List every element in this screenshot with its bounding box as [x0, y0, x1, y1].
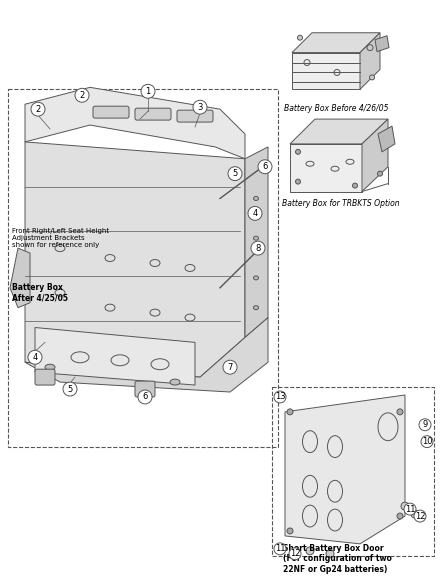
Circle shape [287, 409, 293, 415]
Text: 11: 11 [405, 505, 415, 514]
Circle shape [287, 528, 293, 534]
Polygon shape [290, 144, 362, 192]
Ellipse shape [45, 364, 55, 370]
Text: 2: 2 [35, 105, 40, 114]
Circle shape [223, 360, 237, 374]
Circle shape [75, 88, 89, 102]
Text: 12: 12 [415, 512, 425, 521]
Circle shape [251, 241, 265, 255]
Text: 2: 2 [79, 91, 84, 100]
Circle shape [296, 179, 301, 184]
Text: Battery Box Before 4/26/05: Battery Box Before 4/26/05 [284, 104, 389, 113]
Polygon shape [360, 33, 380, 89]
Ellipse shape [253, 276, 259, 280]
Ellipse shape [253, 306, 259, 310]
Text: 6: 6 [262, 162, 268, 171]
Circle shape [248, 206, 262, 220]
Polygon shape [10, 248, 30, 308]
Text: 12: 12 [290, 549, 300, 558]
Circle shape [326, 550, 334, 558]
Circle shape [378, 171, 382, 176]
Text: 9: 9 [422, 420, 428, 429]
Circle shape [138, 390, 152, 404]
Text: 3: 3 [197, 103, 203, 112]
Circle shape [421, 436, 433, 447]
Circle shape [352, 183, 357, 188]
Circle shape [404, 503, 416, 515]
Text: 7: 7 [227, 363, 233, 372]
Text: Front Right/Left Seat Height
Adjustment Brackets
shown for reference only: Front Right/Left Seat Height Adjustment … [12, 228, 109, 248]
Polygon shape [285, 395, 405, 544]
Bar [8, 89, 278, 447]
Circle shape [296, 149, 301, 155]
Circle shape [31, 102, 45, 116]
Ellipse shape [253, 196, 259, 200]
Polygon shape [25, 142, 245, 377]
Circle shape [397, 409, 403, 415]
Circle shape [274, 543, 286, 555]
Circle shape [297, 35, 303, 40]
Polygon shape [25, 87, 245, 159]
Polygon shape [378, 126, 395, 152]
Text: 5: 5 [232, 169, 238, 178]
Circle shape [419, 419, 431, 431]
FancyBboxPatch shape [35, 369, 55, 385]
FancyBboxPatch shape [135, 108, 171, 120]
Ellipse shape [253, 236, 259, 240]
Text: Battery Box
After 4/25/05: Battery Box After 4/25/05 [12, 283, 68, 302]
FancyBboxPatch shape [135, 381, 155, 397]
Polygon shape [362, 119, 388, 192]
Text: 5: 5 [67, 385, 73, 393]
Circle shape [411, 510, 419, 518]
Text: 6: 6 [142, 393, 148, 401]
Circle shape [228, 167, 242, 181]
Circle shape [274, 391, 286, 403]
Polygon shape [290, 119, 388, 144]
Ellipse shape [170, 379, 180, 385]
Text: 8: 8 [255, 243, 260, 253]
Text: 11: 11 [275, 544, 285, 553]
Polygon shape [292, 33, 380, 53]
Polygon shape [292, 53, 360, 89]
Circle shape [397, 513, 403, 519]
FancyBboxPatch shape [177, 110, 213, 122]
Polygon shape [35, 328, 195, 385]
Text: Battery Box for TRBKTS Option: Battery Box for TRBKTS Option [282, 199, 400, 209]
Text: 4: 4 [253, 209, 258, 218]
Circle shape [289, 548, 301, 560]
Bar [272, 387, 434, 556]
Text: Short Battery Box Door
(For configuration of two
22NF or Gp24 batteries): Short Battery Box Door (For configuratio… [283, 544, 392, 573]
Circle shape [141, 84, 155, 98]
Circle shape [414, 510, 426, 522]
Circle shape [63, 382, 77, 396]
Polygon shape [25, 318, 268, 392]
Circle shape [370, 75, 374, 80]
Circle shape [193, 101, 207, 114]
Circle shape [306, 547, 314, 555]
Text: 4: 4 [33, 353, 38, 362]
Circle shape [28, 350, 42, 364]
Text: 10: 10 [422, 437, 432, 446]
Text: 13: 13 [275, 393, 285, 401]
Polygon shape [245, 147, 268, 338]
Text: 1: 1 [145, 87, 150, 96]
Circle shape [401, 502, 409, 510]
Circle shape [258, 160, 272, 174]
FancyBboxPatch shape [93, 106, 129, 118]
Polygon shape [375, 35, 389, 52]
